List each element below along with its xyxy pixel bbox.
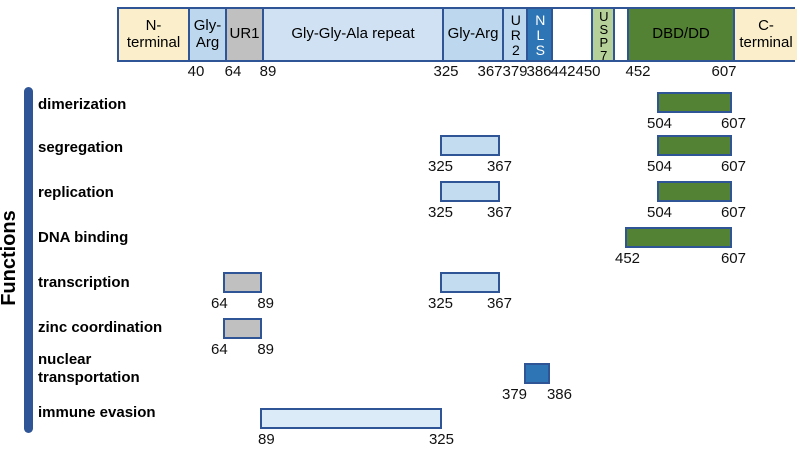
domain-bar: N-terminal Gly-Arg UR1 Gly-Gly-Ala repea… <box>117 7 797 62</box>
domain-segment-c-terminal: C-terminal <box>733 9 797 60</box>
residue-tick: 379 <box>502 63 528 80</box>
region-start: 64 <box>211 295 228 312</box>
segment-label: UR1 <box>229 25 260 43</box>
residue-tick: 607 <box>711 63 737 80</box>
function-label-transcription: transcription <box>38 274 130 291</box>
function-label-immune-evasion: immune evasion <box>38 404 156 421</box>
functions-axis-label: Functions <box>0 210 20 306</box>
region-end: 89 <box>257 341 274 358</box>
domain-segment-ur2: UR2 <box>502 9 526 60</box>
segment-label: C-terminal <box>739 16 793 51</box>
residue-tick: 367 <box>477 63 503 80</box>
domain-segment-gly-arg-2: Gly-Arg <box>442 9 502 60</box>
region-box-dimerization-504-607 <box>657 92 732 113</box>
function-label-dimerization: dimerization <box>38 96 127 113</box>
region-end: 325 <box>428 431 454 448</box>
region-end: 367 <box>486 158 512 175</box>
region-box-labels: 64 89 <box>211 296 274 312</box>
domain-segment-usp7: USP7 <box>591 8 613 61</box>
region-end: 367 <box>486 295 512 312</box>
region-box-immune-evasion-89-325 <box>260 408 442 429</box>
region-start: 504 <box>647 204 673 221</box>
segment-label: NLS <box>532 12 549 57</box>
function-label-segregation: segregation <box>38 139 124 156</box>
domain-segment-gga-repeat: Gly-Gly-Ala repeat <box>262 9 442 60</box>
region-box-transcription-325-367 <box>440 272 500 293</box>
region-box-nuclear-transportation-379-386 <box>524 363 550 384</box>
segment-label: UR2 <box>507 12 524 57</box>
region-box-labels: 325 367 <box>428 159 512 175</box>
region-start: 89 <box>258 431 275 448</box>
region-start: 325 <box>428 158 454 175</box>
function-label-nuclear-transportation: nuclear transportation <box>38 351 140 386</box>
region-box-labels: 504 607 <box>647 205 746 221</box>
domain-segment-ur1: UR1 <box>225 9 262 60</box>
region-box-labels: 452 607 <box>615 251 746 267</box>
segment-label: Gly-Arg <box>447 25 499 43</box>
region-box-segregation-325-367 <box>440 135 500 156</box>
region-box-labels: 325 367 <box>428 205 512 221</box>
region-end: 367 <box>486 204 512 221</box>
region-box-segregation-504-607 <box>657 135 732 156</box>
region-start: 452 <box>615 250 641 267</box>
residue-tick: 450 <box>575 63 601 80</box>
domain-segment-gap-1 <box>551 9 591 60</box>
region-end: 386 <box>546 386 572 403</box>
region-box-replication-325-367 <box>440 181 500 202</box>
residue-tick: 64 <box>224 63 242 80</box>
domain-segment-n-terminal: N-terminal <box>119 9 188 60</box>
function-label-zinc-coordination: zinc coordination <box>38 319 163 336</box>
segment-label: Gly-Gly-Ala repeat <box>291 25 415 43</box>
residue-tick: 442 <box>550 63 576 80</box>
region-box-labels: 504 607 <box>647 116 746 132</box>
region-end: 89 <box>257 295 274 312</box>
residue-tick: 89 <box>259 63 277 80</box>
region-end: 607 <box>720 115 746 132</box>
residue-tick: 40 <box>187 63 205 80</box>
region-start: 325 <box>428 204 454 221</box>
functions-axis-bar <box>24 87 33 433</box>
region-start: 64 <box>211 341 228 358</box>
region-box-labels: 325 367 <box>428 296 512 312</box>
region-start: 325 <box>428 295 454 312</box>
domain-segment-gly-arg-1: Gly-Arg <box>188 9 225 60</box>
residue-tick: 452 <box>625 63 651 80</box>
domain-segment-gap-2 <box>613 9 627 60</box>
region-start: 504 <box>647 115 673 132</box>
segment-label: DBD/DD <box>652 25 710 43</box>
residue-tick: 386 <box>526 63 552 80</box>
region-box-replication-504-607 <box>657 181 732 202</box>
region-box-labels: 89 325 <box>258 432 454 448</box>
region-box-transcription-64-89 <box>223 272 262 293</box>
region-box-labels: 64 89 <box>211 342 274 358</box>
region-box-labels: 379 386 <box>502 387 572 403</box>
function-label-replication: replication <box>38 184 114 201</box>
region-end: 607 <box>720 158 746 175</box>
function-label-dna-binding: DNA binding <box>38 229 129 246</box>
region-box-zinc-coordination-64-89 <box>223 318 262 339</box>
segment-label: USP7 <box>596 8 612 61</box>
region-box-dna-binding-452-607 <box>625 227 732 248</box>
residue-tick: 325 <box>433 63 459 80</box>
region-start: 379 <box>502 386 528 403</box>
region-end: 607 <box>720 204 746 221</box>
domain-segment-nls: NLS <box>526 9 551 60</box>
segment-label: N-terminal <box>126 16 181 51</box>
region-end: 607 <box>720 250 746 267</box>
region-box-labels: 504 607 <box>647 159 746 175</box>
domain-segment-dbd-dd: DBD/DD <box>627 9 733 60</box>
region-start: 504 <box>647 158 673 175</box>
segment-label: Gly-Arg <box>193 16 222 51</box>
